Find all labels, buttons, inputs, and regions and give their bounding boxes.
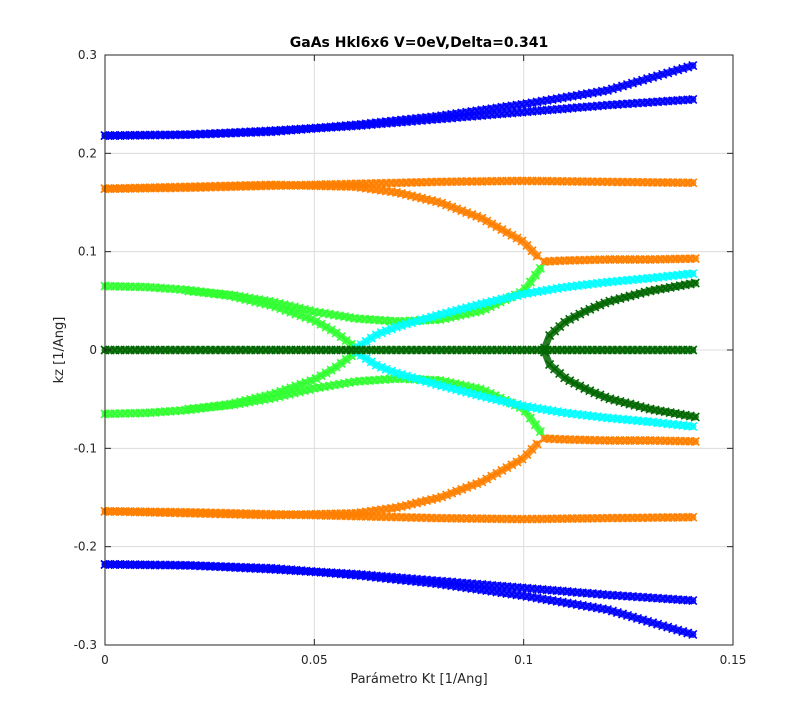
series-1 <box>100 94 698 141</box>
series-line <box>185 264 544 325</box>
series-line <box>352 348 697 430</box>
series-line <box>101 560 697 605</box>
series-6 <box>540 254 700 267</box>
y-tick-label: 0.3 <box>78 48 97 62</box>
series-line <box>541 255 699 265</box>
series-line <box>185 375 544 436</box>
x-tick-label: 0.15 <box>720 653 747 667</box>
axis-ticks: 0 0.05 0.1 0.15 -0.3 -0.2 -0.1 0 0.1 0.2 0.3 <box>74 48 747 667</box>
series-line <box>541 279 699 352</box>
series-17 <box>540 278 700 353</box>
y-tick-label: 0.1 <box>78 245 97 259</box>
series-18 <box>540 347 700 422</box>
series-9 <box>540 433 700 447</box>
data-series <box>100 61 700 639</box>
series-line <box>101 181 541 260</box>
y-tick-label: -0.1 <box>74 441 97 455</box>
x-axis-label: Parámetro Kt [1/Ang] <box>350 672 487 687</box>
y-tick-label: -0.2 <box>74 540 97 554</box>
y-tick-label: 0.2 <box>78 146 97 160</box>
series-line <box>541 435 699 445</box>
series-16 <box>100 345 698 355</box>
series-3 <box>100 559 698 606</box>
x-tick-label: 0.05 <box>301 653 328 667</box>
y-tick-label: 0 <box>89 343 97 357</box>
series-line <box>101 440 541 519</box>
x-tick-label: 0.1 <box>514 653 533 667</box>
chart-title: GaAs Hkl6x6 V=0eV,Delta=0.341 <box>290 35 548 51</box>
series-line <box>352 270 697 352</box>
series-line <box>101 95 697 140</box>
y-tick-label: -0.3 <box>74 638 97 652</box>
x-tick-label: 0 <box>101 653 109 667</box>
y-axis-label: kz [1/Ang] <box>52 317 67 384</box>
series-line <box>541 348 699 421</box>
